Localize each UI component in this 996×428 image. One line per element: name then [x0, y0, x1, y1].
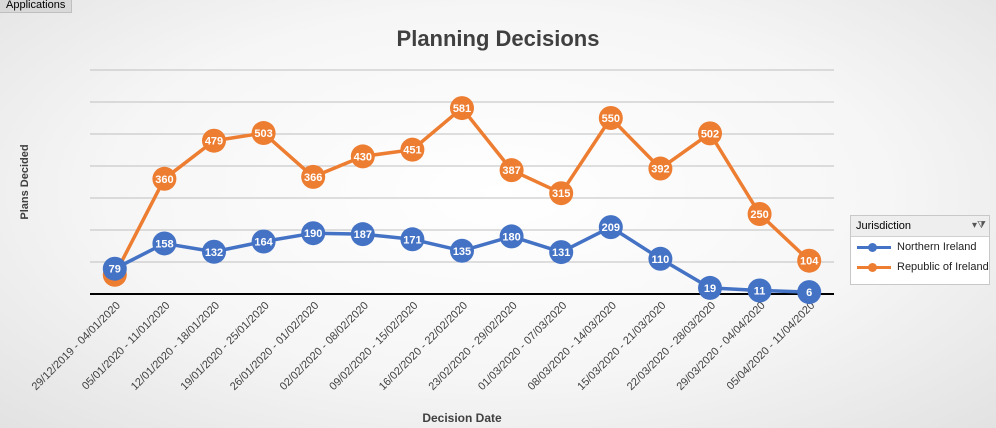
data-label-republic-of-ireland: 392 — [651, 164, 669, 176]
data-label-northern-ireland: 158 — [155, 238, 173, 250]
data-point-northern-ireland — [648, 246, 673, 271]
x-tick-label: 26/01/2020 - 01/02/2020 — [228, 300, 321, 393]
x-tick-label: 29/12/2019 - 04/01/2020 — [30, 300, 123, 393]
data-label-republic-of-ireland: 104 — [800, 256, 819, 268]
data-label-northern-ireland: 135 — [453, 246, 471, 258]
x-tick-label: 01/03/2020 - 07/03/2020 — [476, 300, 569, 393]
data-point-northern-ireland — [152, 231, 177, 256]
data-label-northern-ireland: 110 — [652, 254, 670, 266]
data-label-northern-ireland: 180 — [502, 231, 520, 243]
data-label-northern-ireland: 11 — [754, 285, 766, 297]
chart-title: Planning Decisions — [396, 26, 600, 51]
data-label-northern-ireland: 132 — [205, 247, 223, 259]
data-label-republic-of-ireland: 479 — [205, 136, 223, 148]
x-tick-label: 12/01/2020 - 18/01/2020 — [129, 300, 222, 393]
data-label-northern-ireland: 131 — [552, 247, 570, 259]
data-point-northern-ireland — [102, 256, 127, 281]
data-label-republic-of-ireland: 360 — [155, 174, 173, 186]
data-point-republic-of-ireland — [549, 181, 574, 206]
x-tick-label: 05/01/2020 - 11/01/2020 — [80, 300, 173, 393]
legend-item-northern-ireland[interactable]: Northern Ireland — [851, 237, 989, 257]
data-point-northern-ireland — [251, 229, 276, 254]
data-label-northern-ireland: 164 — [254, 237, 273, 249]
data-point-northern-ireland — [450, 238, 474, 263]
legend-label: Northern Ireland — [897, 241, 977, 253]
data-point-northern-ireland — [747, 278, 772, 303]
legend-header: Jurisdiction ▾⧩ — [851, 216, 989, 237]
data-point-northern-ireland — [549, 240, 574, 265]
data-label-republic-of-ireland: 387 — [502, 165, 520, 177]
legend-header-label: Jurisdiction — [856, 220, 912, 232]
data-point-northern-ireland — [598, 215, 623, 240]
filter-dropdown-icon[interactable]: ▾⧩ — [972, 220, 986, 231]
data-point-republic-of-ireland — [202, 128, 226, 153]
data-label-northern-ireland: 79 — [109, 264, 121, 276]
data-point-republic-of-ireland — [648, 156, 673, 181]
data-point-republic-of-ireland — [797, 248, 822, 273]
x-tick-label: 16/02/2020 - 22/02/2020 — [377, 300, 470, 393]
data-label-northern-ireland: 6 — [806, 287, 812, 299]
data-point-republic-of-ireland — [499, 158, 524, 183]
x-tick-label: 15/03/2020 - 21/03/2020 — [575, 300, 668, 393]
data-label-northern-ireland: 209 — [602, 222, 620, 234]
data-label-northern-ireland: 187 — [354, 229, 372, 241]
data-point-republic-of-ireland — [301, 164, 326, 189]
data-label-republic-of-ireland: 581 — [453, 103, 471, 115]
data-point-northern-ireland — [350, 222, 375, 247]
data-label-northern-ireland: 190 — [304, 228, 322, 240]
data-label-republic-of-ireland: 366 — [304, 172, 322, 184]
data-point-republic-of-ireland — [598, 106, 623, 130]
data-point-republic-of-ireland — [450, 96, 474, 121]
data-point-northern-ireland — [698, 275, 722, 300]
data-point-republic-of-ireland — [400, 137, 425, 162]
data-label-republic-of-ireland: 503 — [254, 128, 272, 140]
legend-label: Republic of Ireland — [897, 261, 989, 273]
y-axis-title: Plans Decided — [19, 144, 31, 219]
data-label-republic-of-ireland: 250 — [750, 209, 768, 221]
data-point-northern-ireland — [797, 280, 822, 305]
data-point-northern-ireland — [499, 224, 524, 249]
x-tick-label: 08/03/2020 - 14/03/2020 — [526, 300, 619, 393]
x-tick-label: 05/04/2020 - 11/04/2020 — [725, 300, 818, 393]
data-label-republic-of-ireland: 451 — [403, 145, 421, 157]
data-point-republic-of-ireland — [152, 166, 177, 191]
x-tick-label: 23/02/2020 - 29/02/2020 — [426, 300, 519, 393]
data-label-northern-ireland: 171 — [403, 234, 421, 246]
data-point-republic-of-ireland — [747, 202, 772, 226]
data-point-northern-ireland — [400, 227, 425, 252]
data-label-northern-ireland: 19 — [704, 283, 716, 295]
data-point-northern-ireland — [301, 221, 326, 246]
data-label-republic-of-ireland: 550 — [602, 113, 620, 125]
x-tick-label: 19/01/2020 - 25/01/2020 — [178, 300, 271, 393]
x-axis-title: Decision Date — [422, 411, 502, 425]
x-tick-label: 09/02/2020 - 15/02/2020 — [327, 300, 420, 393]
data-point-republic-of-ireland — [698, 121, 722, 146]
data-label-republic-of-ireland: 315 — [552, 188, 570, 200]
data-point-republic-of-ireland — [350, 144, 375, 169]
data-label-republic-of-ireland: 430 — [354, 151, 372, 163]
legend-item-republic-of-ireland[interactable]: Republic of Ireland — [851, 257, 989, 277]
data-point-northern-ireland — [202, 239, 226, 264]
applications-field-button[interactable]: Applications — [0, 0, 73, 13]
x-tick-label: 29/03/2020 - 04/04/2020 — [674, 300, 767, 393]
x-tick-label: 02/02/2020 - 08/02/2020 — [278, 300, 371, 393]
x-tick-label: 22/03/2020 - 28/03/2020 — [625, 300, 718, 393]
legend: Jurisdiction ▾⧩ Northern Ireland Republi… — [850, 215, 990, 285]
data-label-republic-of-ireland: 502 — [701, 128, 719, 140]
data-point-republic-of-ireland — [251, 121, 276, 146]
